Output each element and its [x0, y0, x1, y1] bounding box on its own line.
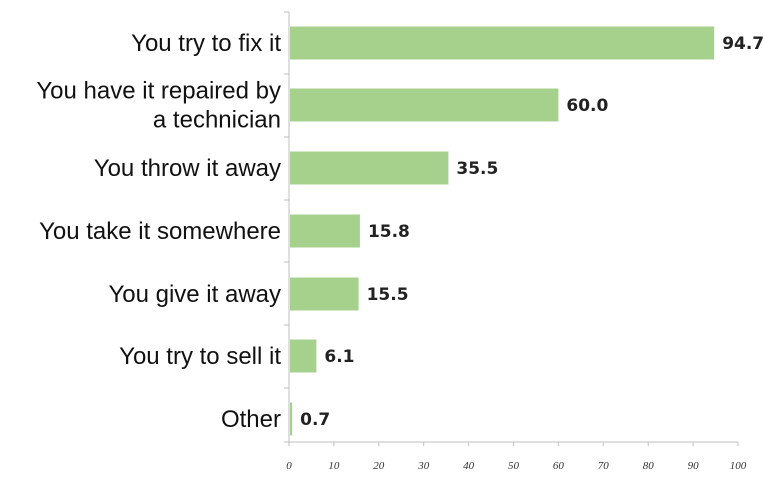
value-label: 35.5: [456, 159, 498, 179]
value-labels-group: 94.7 60.0 35.5 15.8 15.5 6.1 0.7: [300, 34, 764, 430]
x-ticks-group: 0 10 20 30 40 50 60 70 80 90 100: [284, 11, 747, 472]
x-tick-label: 60: [553, 460, 565, 472]
category-label: You try to fix it: [131, 30, 281, 57]
category-label: Other: [221, 406, 281, 433]
bar: [290, 277, 359, 311]
category-label: You take it somewhere: [39, 218, 281, 245]
value-label: 6.1: [324, 347, 354, 367]
x-tick-label: 40: [463, 460, 475, 472]
x-tick-label: 90: [688, 460, 700, 472]
x-tick-label: 80: [643, 460, 655, 472]
category-label: You give it away: [108, 281, 281, 308]
category-label: You try to sell it: [119, 343, 281, 370]
category-label: a technician: [153, 107, 281, 134]
value-label: 15.5: [367, 285, 409, 305]
value-label: 60.0: [566, 96, 608, 116]
x-tick-label: 50: [508, 460, 520, 472]
bar: [290, 26, 715, 60]
bar: [290, 402, 293, 436]
x-tick-label: 0: [286, 460, 292, 472]
value-label: 15.8: [368, 222, 410, 242]
category-labels-group: You try to fix it You have it repaired by…: [36, 30, 281, 433]
x-tick-label: 70: [598, 460, 610, 472]
x-tick-label: 20: [373, 460, 385, 472]
value-label: 94.7: [722, 34, 764, 54]
bar: [290, 151, 449, 185]
bars-group: [290, 26, 715, 436]
category-label: You have it repaired by: [36, 78, 281, 105]
bar: [290, 214, 360, 248]
bar: [290, 88, 559, 122]
category-label: You throw it away: [94, 155, 281, 182]
x-tick-label: 100: [730, 460, 747, 472]
x-tick-label: 10: [328, 460, 340, 472]
value-label: 0.7: [300, 410, 330, 430]
bar: [290, 339, 317, 373]
x-tick-label: 30: [417, 460, 430, 472]
